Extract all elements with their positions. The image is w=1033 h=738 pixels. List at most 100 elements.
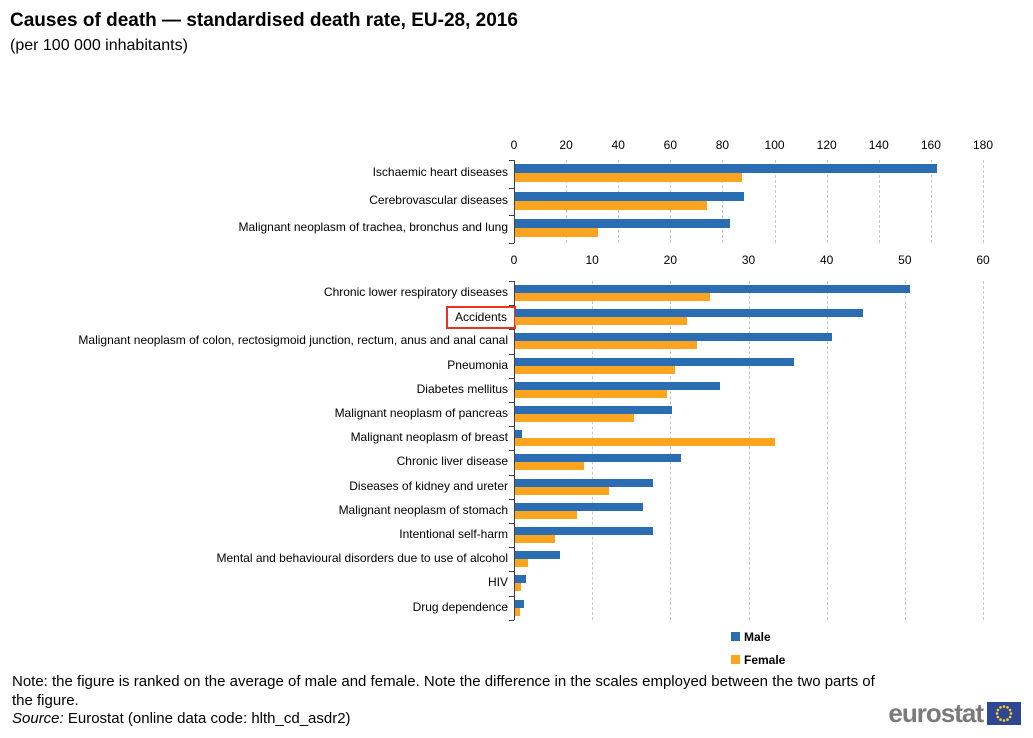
male-bar — [515, 406, 672, 414]
category-label: Mental and behavioural disorders due to … — [216, 551, 508, 566]
source-line: Source: Eurostat (online data code: hlth… — [12, 710, 351, 727]
male-bar — [515, 599, 524, 608]
category-axis-tick — [509, 547, 514, 549]
female-bar — [515, 535, 555, 543]
axis-tick-label: 0 — [510, 253, 518, 267]
male-bar — [515, 454, 681, 463]
eurostat-logo-text: eurostat — [888, 698, 984, 728]
category-axis-tick — [509, 281, 514, 282]
gridline — [826, 160, 828, 243]
chart-bottom-small-scale: 0 10 20 30 40 50 60 Chronic lower respiratory d… — [0, 253, 1000, 625]
source-label: Source: — [12, 710, 64, 727]
category-axis-tick — [509, 353, 514, 355]
category-axis-tick — [509, 329, 514, 331]
male-bar — [515, 309, 863, 318]
legend-swatch-male — [731, 632, 740, 641]
axis-tick-label: 20 — [663, 253, 677, 267]
female-bar — [515, 341, 697, 350]
category-label: HIV — [487, 575, 508, 590]
page-subtitle: (per 100 000 inhabitants) — [10, 37, 188, 54]
category-axis-tick — [509, 377, 514, 379]
gridline — [670, 281, 672, 620]
axis-tick-label: 140 — [868, 138, 889, 152]
legend-item: Male — [731, 629, 785, 644]
category-axis-tick — [509, 619, 514, 621]
category-label: Pneumonia — [447, 357, 508, 372]
gridline — [774, 160, 776, 243]
axis-tick-label: 100 — [764, 138, 785, 152]
female-bar — [515, 228, 598, 237]
category-axis-tick — [509, 450, 514, 452]
legend-label: Female — [744, 652, 786, 667]
male-bar — [515, 357, 794, 366]
category-axis-tick — [509, 571, 514, 573]
category-label: Chronic lower respiratory diseases — [323, 285, 508, 299]
gridline — [592, 281, 594, 620]
category-label: Drug dependence — [412, 599, 508, 614]
male-bar — [515, 551, 560, 560]
category-label: Cerebrovascular diseases — [369, 192, 508, 207]
female-bar — [515, 389, 667, 398]
legend-label: Male — [744, 629, 771, 644]
category-label: Malignant neoplasm of stomach — [338, 502, 508, 517]
axis-tick-label: 120 — [816, 138, 837, 152]
category-label: Malignant neoplasm of colon, rectosigmoi… — [78, 333, 508, 348]
value-axis-line — [514, 160, 515, 243]
source-text: Eurostat (online data code: hlth_cd_asdr… — [63, 710, 351, 727]
male-bar — [515, 575, 526, 584]
female-bar — [515, 559, 528, 568]
category-axis-tick — [509, 187, 514, 189]
gridline — [748, 281, 750, 620]
highlighted-category-box: Accidents — [445, 306, 516, 330]
male-bar — [515, 219, 730, 228]
category-axis-tick — [509, 160, 514, 161]
axis-tick-label: 60 — [663, 138, 677, 152]
axis-tick-label: 180 — [972, 138, 994, 152]
gridline — [983, 281, 984, 620]
page-title: Causes of death — standardised death rat… — [10, 10, 518, 31]
category-axis-tick — [509, 426, 514, 428]
category-axis-tick — [509, 402, 514, 403]
note-text: Note: the figure is ranked on the averag… — [12, 673, 875, 709]
legend: Male Female — [731, 630, 785, 676]
axis-tick-label: 50 — [898, 253, 912, 267]
gridline — [983, 160, 984, 243]
female-bar — [515, 293, 710, 301]
gridline — [878, 160, 880, 243]
category-axis-tick — [509, 305, 514, 307]
eu-flag-icon — [987, 701, 1021, 725]
axis-tick-label: 80 — [715, 138, 730, 152]
male-bar — [515, 285, 910, 293]
male-bar — [515, 333, 832, 342]
category-axis-tick — [509, 523, 514, 524]
axis-tick-label: 60 — [976, 253, 990, 267]
female-bar — [515, 583, 521, 592]
axis-tick-label: 10 — [585, 253, 599, 267]
category-label: Malignant neoplasm of breast — [350, 430, 508, 445]
category-axis-tick — [509, 595, 514, 597]
female-bar — [515, 510, 577, 519]
axis-tick-label: 40 — [611, 138, 625, 152]
gridline — [904, 281, 906, 620]
female-bar — [515, 317, 687, 326]
category-label: Intentional self-harm — [399, 527, 508, 541]
axis-tick-label: 160 — [920, 138, 941, 152]
value-axis-line — [514, 281, 515, 620]
category-label: Ischaemic heart diseases — [372, 165, 508, 179]
chart-top-large-scale: 0 20 40 60 80 100 120 140 160 180 Ischaemic heart … — [0, 138, 1000, 248]
category-label: Diabetes mellitus — [416, 381, 508, 396]
category-label: Accidents — [0, 306, 516, 330]
male-bar — [515, 502, 643, 511]
male-bar — [515, 164, 937, 173]
legend-item: Female — [731, 652, 786, 667]
legend-swatch-female — [731, 655, 740, 664]
female-bar — [515, 173, 742, 182]
category-axis-tick — [509, 474, 514, 476]
category-label: Chronic liver disease — [396, 454, 508, 469]
female-bar — [515, 486, 609, 495]
female-bar — [515, 200, 707, 210]
male-bar — [515, 430, 522, 439]
axis-tick-label: 0 — [510, 138, 518, 152]
male-bar — [515, 381, 720, 390]
